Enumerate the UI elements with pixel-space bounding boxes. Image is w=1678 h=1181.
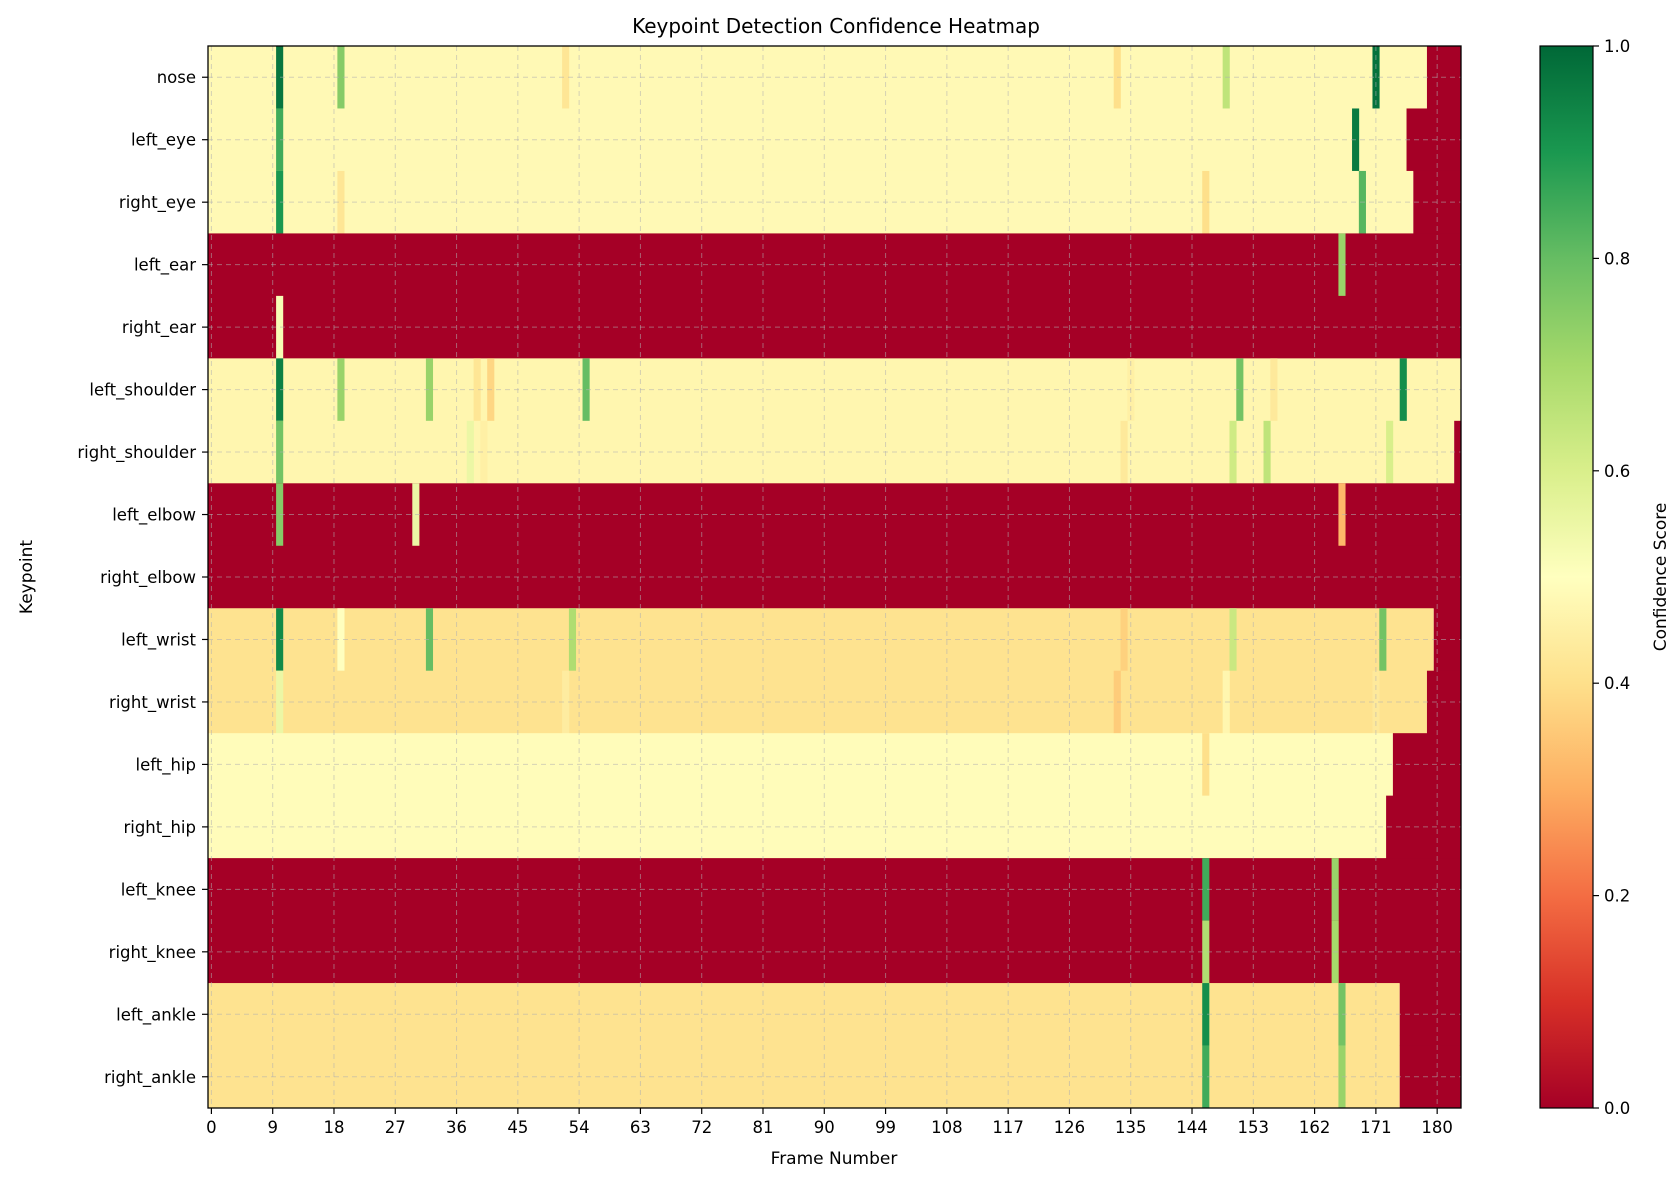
x-tick-label: 81: [752, 1118, 773, 1137]
y-tick-label: left_knee: [121, 880, 196, 900]
heatmap-cell: [276, 608, 284, 672]
y-axis-ticks: nose left_eye right_eye left_ear right_earle…: [77, 68, 208, 1088]
heatmap-cell: [276, 46, 284, 109]
y-tick-label: nose: [157, 68, 196, 87]
heatmap-cell: [276, 295, 284, 359]
x-tick-label: 99: [875, 1118, 896, 1137]
x-axis-label: Frame Number: [771, 1149, 898, 1169]
heatmap-cell: [1263, 420, 1271, 484]
y-tick-label: right_ankle: [104, 1068, 196, 1088]
heatmap-cell-block: [1433, 608, 1461, 672]
heatmap-cell: [337, 358, 345, 422]
heatmap-cell: [337, 46, 345, 109]
colorbar-tick-label: 0.2: [1604, 887, 1630, 906]
y-tick-label: left_eye: [131, 131, 196, 151]
y-tick-label: right_wrist: [109, 693, 196, 713]
x-tick-label: 144: [1176, 1118, 1208, 1137]
heatmap-cell: [1229, 608, 1237, 672]
colorbar-tick-label: 0.8: [1604, 249, 1630, 268]
heatmap-cell: [1202, 920, 1210, 984]
x-tick-label: 90: [814, 1118, 835, 1137]
y-tick-label: left_elbow: [112, 506, 196, 526]
heatmap-cell: [425, 358, 434, 422]
colorbar-tick-label: 0.6: [1604, 462, 1630, 481]
heatmap-cell: [1399, 358, 1407, 422]
heatmap-row-nose: [208, 46, 1461, 109]
x-tick-label: 180: [1421, 1118, 1453, 1137]
heatmap-row-right-wrist: [208, 670, 1461, 734]
chart-title: Keypoint Detection Confidence Heatmap: [632, 14, 1040, 38]
colorbar-tick-label: 0.4: [1604, 674, 1630, 693]
colorbar-ticks: 0.0 0.2 0.4 0.6 0.8 1.0: [1593, 37, 1630, 1118]
heatmap-cell: [276, 170, 284, 234]
heatmap-cell: [1338, 233, 1346, 297]
heatmap-cell: [1202, 1045, 1210, 1109]
y-tick-label: left_shoulder: [89, 381, 196, 401]
grid-lines: [208, 46, 1461, 1108]
x-tick-label: 126: [1054, 1118, 1086, 1137]
heatmap-cell: [276, 108, 284, 172]
x-axis-ticks: 0 9 18 27 36 45 54 63 72 81 90 99 108 117 126 135 144 153…: [206, 1108, 1453, 1137]
x-tick-label: 9: [267, 1118, 278, 1137]
x-tick-label: 45: [507, 1118, 528, 1137]
heatmap-cell: [473, 358, 481, 422]
heatmap-cell: [425, 608, 434, 672]
x-tick-label: 153: [1238, 1118, 1270, 1137]
y-tick-label: right_hip: [123, 818, 196, 838]
colorbar-tick-label: 1.0: [1604, 37, 1630, 56]
heatmap-cell: [1202, 858, 1210, 922]
x-tick-label: 72: [691, 1118, 712, 1137]
x-tick-label: 0: [206, 1118, 217, 1137]
x-tick-label: 171: [1360, 1118, 1392, 1137]
heatmap-cell: [1202, 733, 1210, 797]
y-tick-label: right_knee: [109, 943, 196, 963]
x-tick-label: 54: [569, 1118, 590, 1137]
x-tick-label: 108: [931, 1118, 963, 1137]
heatmap-cell: [1120, 608, 1128, 672]
heatmap-cell: [276, 358, 284, 422]
colorbar-label: Confidence Score: [1651, 503, 1671, 652]
heatmap-cell: [276, 420, 284, 484]
y-tick-label: left_hip: [136, 755, 197, 775]
heatmap-cell: [276, 670, 284, 734]
heatmap-cell: [1372, 670, 1380, 734]
x-tick-label: 63: [630, 1118, 651, 1137]
y-tick-label: left_ear: [134, 256, 196, 276]
x-tick-label: 135: [1115, 1118, 1147, 1137]
heatmap-cell: [1120, 420, 1128, 484]
heatmap-cell: [1338, 483, 1346, 547]
heatmap-cell: [1202, 170, 1210, 234]
heatmap-cell: [1229, 420, 1237, 484]
x-tick-label: 18: [323, 1118, 344, 1137]
heatmap-cell-block: [208, 733, 1393, 797]
heatmap-cell: [276, 483, 284, 547]
heatmap-cell: [1236, 358, 1244, 422]
x-tick-label: 36: [446, 1118, 467, 1137]
heatmap-cell: [1338, 1045, 1346, 1109]
heatmap-cell: [337, 170, 345, 234]
x-tick-label: 27: [385, 1118, 406, 1137]
y-tick-label: right_eye: [119, 193, 196, 213]
colorbar: 0.0 0.2 0.4 0.6 0.8 1.0 Confidence Score: [1539, 37, 1671, 1118]
colorbar-gradient: [1539, 45, 1594, 1109]
y-tick-label: right_elbow: [100, 568, 196, 588]
y-tick-label: left_wrist: [121, 630, 196, 650]
heatmap-cell: [337, 608, 345, 672]
heatmap-cell-block: [1454, 420, 1461, 484]
y-axis-label: Keypoint: [17, 540, 37, 615]
heatmap-cell: [1338, 983, 1346, 1047]
heatmap-cell: [1202, 983, 1210, 1047]
y-tick-label: right_shoulder: [77, 443, 196, 463]
heatmap-cell: [480, 420, 488, 484]
y-tick-label: left_ankle: [116, 1005, 196, 1025]
x-tick-label: 162: [1299, 1118, 1331, 1137]
y-tick-label: right_ear: [122, 318, 196, 338]
heatmap-cell: [562, 46, 570, 109]
x-tick-label: 117: [992, 1118, 1024, 1137]
colorbar-tick-label: 0.0: [1604, 1099, 1630, 1118]
heatmap-cell: [562, 670, 570, 734]
